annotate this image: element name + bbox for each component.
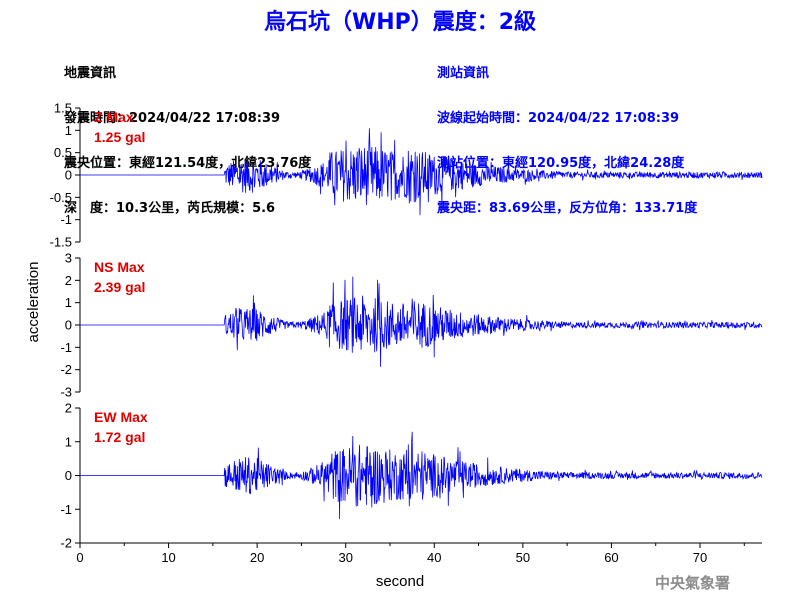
waveform-ns — [80, 276, 763, 367]
chart-title: 烏石坑（WHP）震度：2級 — [263, 10, 537, 35]
y-tick-label: 1 — [65, 295, 72, 310]
origin-time: 發震時間：2024/04/22 17:08:39 — [64, 111, 281, 126]
seismogram-panels: -1.5 -1 -0.5 0 0.5 1 1.5 Z Max 1.25 gal -3 -2 -1 0 1 2… — [50, 101, 763, 551]
y-tick-label: -3 — [60, 385, 72, 400]
x-tick-label: 30 — [338, 550, 352, 565]
max-label: EW Max — [94, 409, 148, 425]
y-tick-label: -1 — [60, 502, 72, 517]
y-axis-label: acceleration — [25, 262, 42, 343]
max-label: NS Max — [94, 259, 145, 275]
station-info-heading: 測站資訊 — [437, 66, 490, 81]
x-tick-label: 60 — [604, 550, 618, 565]
y-tick-label: 0 — [65, 168, 72, 183]
y-tick-label: 1 — [65, 123, 72, 138]
y-tick-label: 2 — [65, 401, 72, 416]
y-tick-label: 0 — [65, 468, 72, 483]
station-location: 測站位置：東經120.95度，北緯24.28度 — [437, 156, 685, 171]
x-tick-label: 50 — [516, 550, 530, 565]
panel-ns: -3 -2 -1 0 1 2 3 NS Max 2.39 gal — [60, 251, 763, 400]
earthquake-info: 地震資訊 發震時間：2024/04/22 17:08:39 震央位置：東經121… — [64, 36, 311, 231]
station-info: 測站資訊 波線起始時間：2024/04/22 17:08:39 測站位置：東經1… — [437, 36, 697, 231]
max-value: 1.72 gal — [94, 429, 145, 445]
agency-mark: 中央氣象署 — [655, 574, 731, 592]
x-tick-label: 70 — [693, 550, 707, 565]
panel-z: -1.5 -1 -0.5 0 0.5 1 1.5 Z Max 1.25 gal — [50, 101, 763, 250]
y-tick-label: 0 — [65, 318, 72, 333]
earthquake-info-heading: 地震資訊 — [64, 66, 117, 81]
x-tick-label: 40 — [427, 550, 441, 565]
epicentral-distance: 震央距：83.69公里，反方位角：133.71度 — [437, 201, 698, 216]
max-value: 1.25 gal — [94, 129, 145, 145]
x-axis-label: second — [376, 573, 424, 590]
wave-start-time: 波線起始時間：2024/04/22 17:08:39 — [437, 111, 680, 126]
x-axis: 0 10 20 30 40 50 60 70 — [76, 542, 762, 565]
waveform-ew — [80, 431, 763, 520]
y-tick-label: -2 — [60, 362, 72, 377]
y-tick-label: -1.5 — [50, 235, 72, 250]
epicenter-location: 震央位置：東經121.54度，北緯23.76度 — [64, 156, 312, 171]
y-tick-label: 2 — [65, 273, 72, 288]
y-tick-label: 3 — [65, 251, 72, 266]
y-tick-label: -2 — [60, 536, 72, 551]
waveform-z — [80, 128, 763, 216]
x-tick-label: 10 — [161, 550, 175, 565]
y-tick-label: -0.5 — [50, 190, 72, 205]
max-value: 2.39 gal — [94, 279, 145, 295]
y-tick-label: 1.5 — [54, 101, 72, 116]
y-tick-label: 0.5 — [54, 145, 72, 160]
y-tick-label: -1 — [60, 212, 72, 227]
depth-magnitude: 深 度：10.3公里，芮氏規模：5.6 — [64, 201, 276, 216]
max-label: Z Max — [94, 109, 134, 125]
x-tick-label: 20 — [250, 550, 264, 565]
y-tick-label: 1 — [65, 434, 72, 449]
panel-ew: -2 -1 0 1 2 EW Max 1.72 gal — [60, 401, 763, 551]
x-tick-label: 0 — [76, 550, 83, 565]
y-tick-label: -1 — [60, 340, 72, 355]
